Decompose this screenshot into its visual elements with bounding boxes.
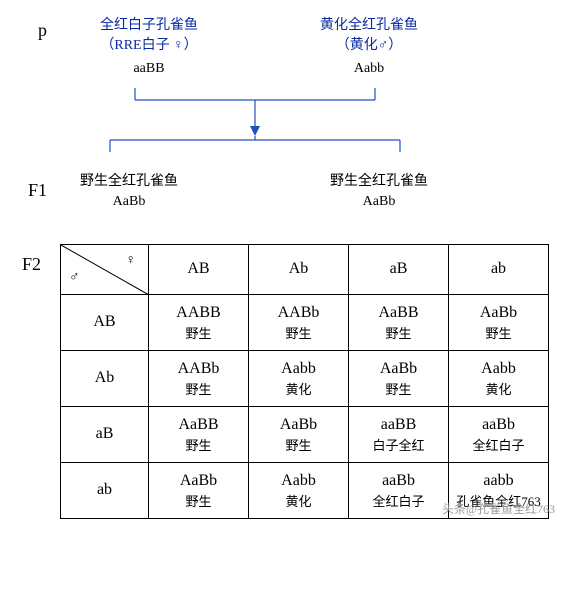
f1-right-name: 野生全红孔雀鱼 (330, 172, 428, 192)
genotype: aaBb (382, 472, 415, 489)
table-row: ♂ ♀ AB Ab aB ab (61, 245, 549, 295)
parent-left-name: 全红白子孔雀鱼 (100, 16, 198, 36)
punnett-cell: Aabb 黄化 (449, 351, 549, 407)
genotype: aaBb (482, 416, 515, 433)
phenotype: 野生 (253, 437, 344, 455)
phenotype: 野生 (153, 325, 244, 343)
punnett-cell: aaBB 白子全红 (349, 407, 449, 463)
phenotype: 野生 (253, 325, 344, 343)
punnett-cell: AABB 野生 (149, 295, 249, 351)
phenotype: 黄化 (253, 493, 344, 511)
corner-cell: ♂ ♀ (61, 245, 149, 295)
table-row: ab AaBb 野生 Aabb 黄化 aaBb 全红白子 aabb 孔雀鱼全红763 (61, 463, 549, 519)
cross-arrow-icon (95, 88, 425, 158)
punnett-cell: Aabb 黄化 (249, 351, 349, 407)
genotype: AABb (278, 304, 320, 321)
genotype: AaBB (379, 304, 419, 321)
punnett-cell: AaBb 野生 (349, 351, 449, 407)
row-header: Ab (61, 351, 149, 407)
punnett-cell: AaBb 野生 (249, 407, 349, 463)
punnett-cell: AABb 野生 (249, 295, 349, 351)
row-header: AB (61, 295, 149, 351)
f1-right: 野生全红孔雀鱼 AaBb (330, 172, 428, 211)
f1-left-name: 野生全红孔雀鱼 (80, 172, 178, 192)
genotype: aaBB (381, 416, 417, 433)
punnett-cell: AaBb 野生 (149, 463, 249, 519)
genotype: AABB (176, 304, 220, 321)
label-f2: F2 (22, 254, 41, 275)
phenotype: 黄化 (253, 381, 344, 399)
genotype: AABb (178, 360, 220, 377)
parent-left-sub: （RRE白子 ♀） (100, 36, 198, 56)
genotype: Aabb (481, 360, 516, 377)
parent-left: 全红白子孔雀鱼 （RRE白子 ♀） aaBB (100, 16, 198, 79)
genotype: Aabb (281, 360, 316, 377)
phenotype: 野生 (153, 381, 244, 399)
genotype: aabb (483, 472, 513, 489)
punnett-cell: aaBb 全红白子 (449, 407, 549, 463)
f1-generation: F1 野生全红孔雀鱼 AaBb 野生全红孔雀鱼 AaBb (10, 170, 555, 240)
punnett-cell: AaBB 野生 (149, 407, 249, 463)
phenotype: 野生 (353, 325, 444, 343)
phenotype: 野生 (153, 437, 244, 455)
f2-generation: F2 ♂ ♀ AB Ab aB ab AB AABB 野生 AABb 野生 AaBB… (10, 244, 555, 519)
phenotype: 白子全红 (353, 437, 444, 455)
phenotype: 孔雀鱼全红763 (453, 493, 544, 511)
table-row: Ab AABb 野生 Aabb 黄化 AaBb 野生 Aabb 黄化 (61, 351, 549, 407)
parent-left-geno: aaBB (100, 59, 198, 79)
phenotype: 全红白子 (453, 437, 544, 455)
punnett-cell: aabb 孔雀鱼全红763 (449, 463, 549, 519)
col-header: aB (349, 245, 449, 295)
phenotype: 全红白子 (353, 493, 444, 511)
table-row: aB AaBB 野生 AaBb 野生 aaBB 白子全红 aaBb 全红白子 (61, 407, 549, 463)
genotype: AaBb (380, 360, 417, 377)
genotype: AaBB (179, 416, 219, 433)
col-header: ab (449, 245, 549, 295)
parent-right: 黄化全红孔雀鱼 （黄化♂） Aabb (320, 16, 418, 79)
female-symbol-icon: ♀ (126, 251, 137, 271)
parent-right-geno: Aabb (320, 59, 418, 79)
col-header: Ab (249, 245, 349, 295)
p-generation: p 全红白子孔雀鱼 （RRE白子 ♀） aaBB 黄化全红孔雀鱼 （黄化♂） A… (10, 10, 555, 170)
f1-left: 野生全红孔雀鱼 AaBb (80, 172, 178, 211)
punnett-cell: AaBb 野生 (449, 295, 549, 351)
f1-right-geno: AaBb (330, 192, 428, 212)
f1-left-geno: AaBb (80, 192, 178, 212)
genotype: AaBb (180, 472, 217, 489)
phenotype: 野生 (153, 493, 244, 511)
phenotype: 野生 (453, 325, 544, 343)
male-symbol-icon: ♂ (69, 268, 80, 288)
table-row: AB AABB 野生 AABb 野生 AaBB 野生 AaBb 野生 (61, 295, 549, 351)
genotype: AaBb (480, 304, 517, 321)
punnett-cell: AaBB 野生 (349, 295, 449, 351)
label-f1: F1 (28, 180, 47, 201)
phenotype: 野生 (353, 381, 444, 399)
row-header: ab (61, 463, 149, 519)
genotype: Aabb (281, 472, 316, 489)
punnett-square: ♂ ♀ AB Ab aB ab AB AABB 野生 AABb 野生 AaBB 野生 … (60, 244, 549, 519)
parent-right-sub: （黄化♂） (320, 36, 418, 56)
genotype: AaBb (280, 416, 317, 433)
label-p: p (38, 20, 47, 41)
punnett-cell: aaBb 全红白子 (349, 463, 449, 519)
punnett-cell: Aabb 黄化 (249, 463, 349, 519)
parent-right-name: 黄化全红孔雀鱼 (320, 16, 418, 36)
col-header: AB (149, 245, 249, 295)
punnett-cell: AABb 野生 (149, 351, 249, 407)
phenotype: 黄化 (453, 381, 544, 399)
row-header: aB (61, 407, 149, 463)
